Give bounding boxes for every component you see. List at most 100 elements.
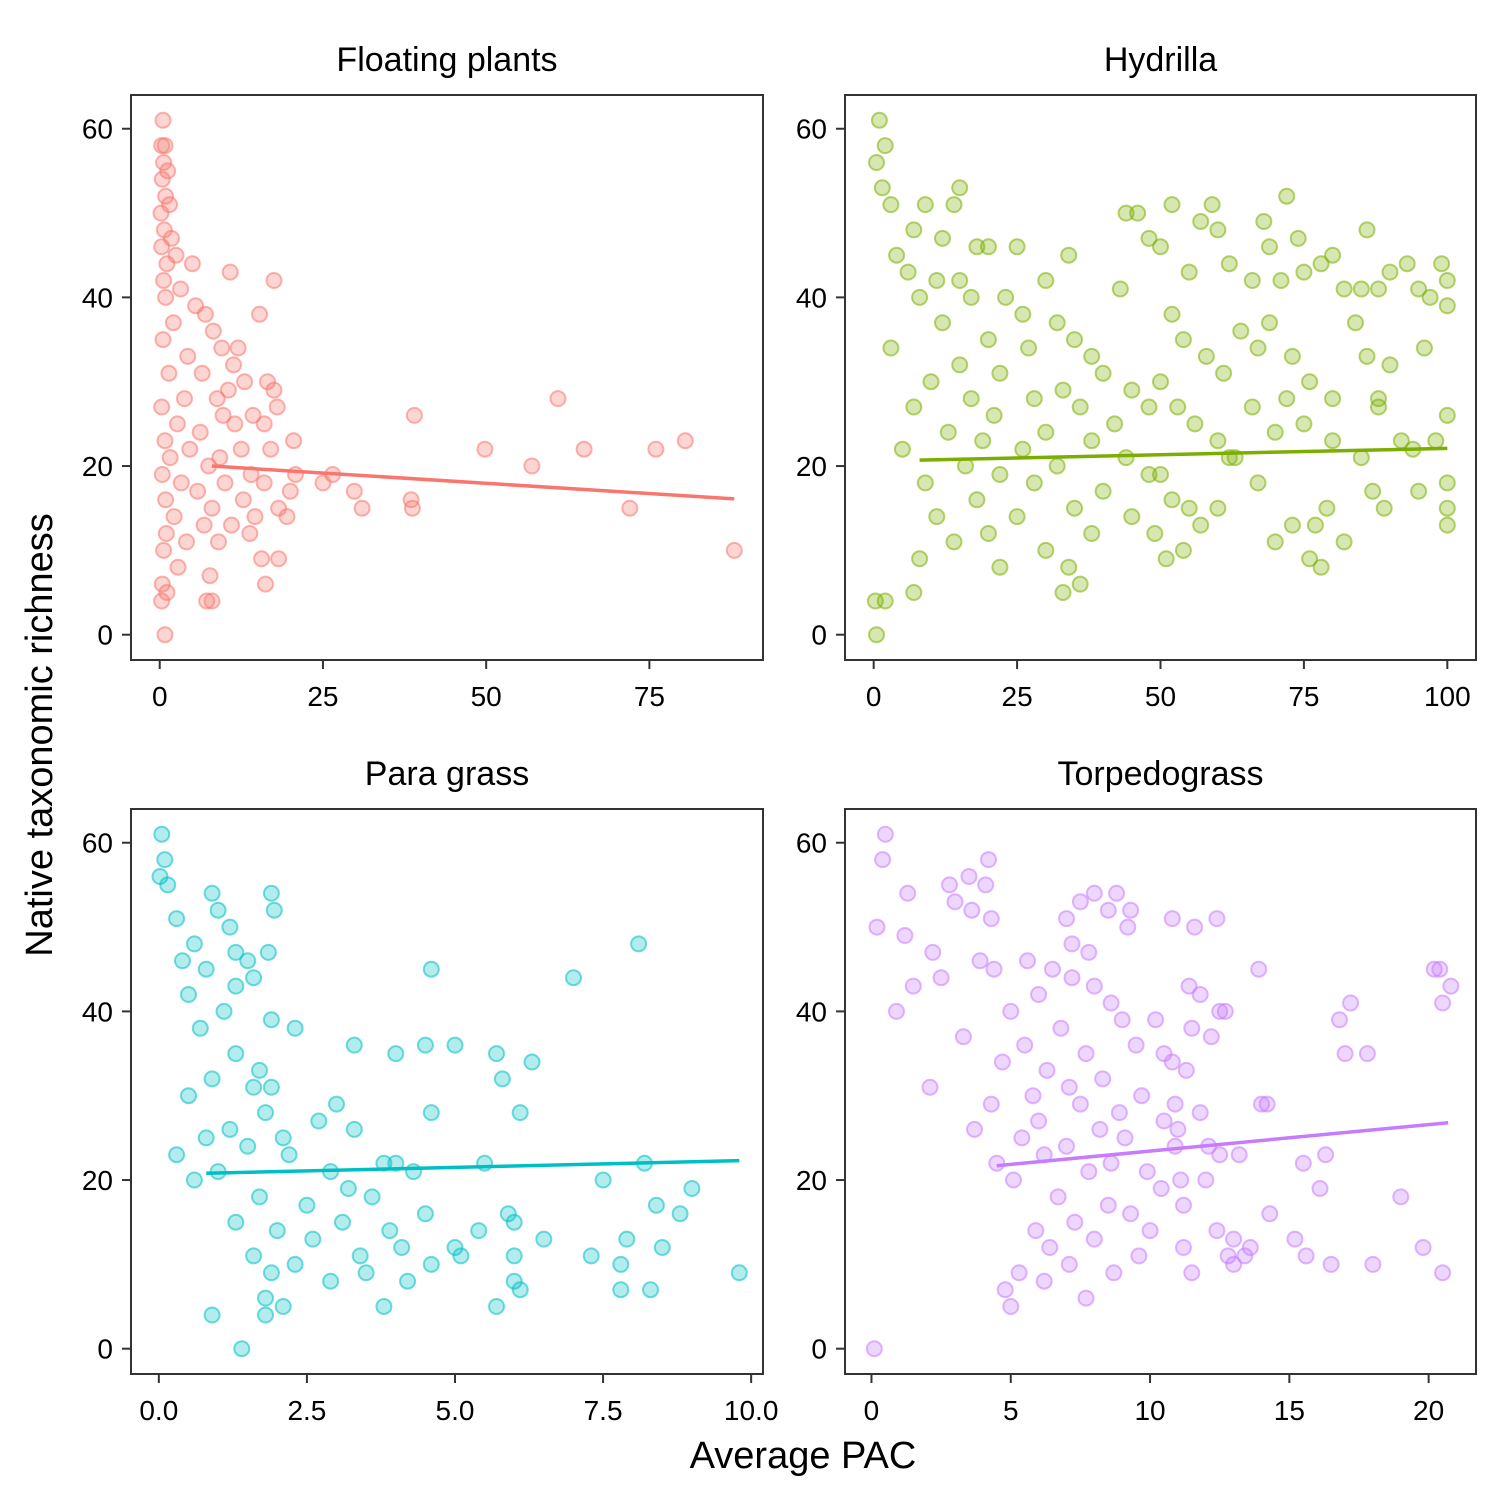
data-point <box>203 1070 221 1088</box>
y-tick-label: 20 <box>796 1165 827 1196</box>
data-point <box>1049 1188 1067 1206</box>
data-point <box>1381 263 1399 281</box>
data-point <box>1180 977 1198 995</box>
data-point <box>882 196 900 214</box>
data-point <box>203 499 221 517</box>
data-point <box>1060 1255 1078 1273</box>
data-point <box>1272 272 1290 289</box>
data-point <box>1037 423 1055 441</box>
y-tick-label: 20 <box>82 1165 113 1196</box>
data-point <box>245 969 263 987</box>
data-point <box>1370 398 1387 416</box>
data-point <box>1071 575 1089 593</box>
data-point <box>1438 272 1456 289</box>
data-point <box>265 381 283 399</box>
data-point <box>1375 499 1393 517</box>
data-point <box>1063 935 1081 953</box>
data-point <box>203 1306 221 1324</box>
data-point <box>1138 1163 1156 1181</box>
y-tick-label: 60 <box>796 828 827 859</box>
x-tick-label: 25 <box>307 681 338 712</box>
data-point <box>476 440 494 458</box>
data-point <box>168 415 186 433</box>
data-point <box>905 398 923 416</box>
data-point <box>215 1002 233 1020</box>
y-tick-label: 40 <box>796 996 827 1027</box>
data-point <box>1122 901 1140 919</box>
data-point <box>1140 466 1158 483</box>
data-point <box>208 390 226 408</box>
data-point <box>225 356 242 374</box>
data-point <box>968 238 986 256</box>
data-point <box>1102 994 1120 1012</box>
data-point <box>523 1053 541 1071</box>
x-tick-label: 5.0 <box>436 1395 475 1426</box>
data-point <box>1192 516 1210 534</box>
data-point <box>1250 960 1268 978</box>
data-point <box>345 482 363 500</box>
data-point <box>1174 331 1192 349</box>
data-point <box>363 1188 381 1206</box>
data-point <box>671 1205 689 1223</box>
data-point <box>974 432 992 450</box>
data-point <box>339 1180 357 1197</box>
data-point <box>262 1264 280 1282</box>
data-point <box>1183 1019 1201 1037</box>
data-point <box>156 626 174 644</box>
data-point <box>1322 1255 1340 1273</box>
data-point <box>203 592 221 610</box>
data-point <box>157 288 175 306</box>
data-point <box>180 1087 197 1105</box>
y-tick-label: 60 <box>82 828 113 859</box>
data-point <box>928 272 946 289</box>
data-point <box>1358 221 1376 239</box>
data-points <box>865 825 1460 1358</box>
x-tick-label: 50 <box>471 681 502 712</box>
data-point <box>1119 918 1137 936</box>
data-point <box>1216 1002 1234 1020</box>
data-point <box>1094 364 1112 382</box>
data-point <box>1186 415 1204 433</box>
data-point <box>353 499 371 517</box>
data-point <box>1438 499 1456 517</box>
data-point <box>1342 994 1360 1012</box>
data-point <box>1230 1146 1248 1164</box>
data-point <box>155 154 173 171</box>
data-point <box>1077 1045 1095 1063</box>
data-point <box>416 1205 434 1223</box>
data-point <box>865 1340 883 1358</box>
data-point <box>210 533 227 551</box>
data-point <box>1324 390 1342 408</box>
data-point <box>345 1120 363 1138</box>
data-point <box>582 1247 600 1265</box>
data-point <box>1085 884 1103 902</box>
data-point <box>991 466 1009 483</box>
panel-hydrilla: Hydrilla 0 25 50 75 100 0 20 40 60 <box>796 41 1477 712</box>
data-point <box>159 876 177 894</box>
panel-title: Para grass <box>365 755 529 793</box>
data-point <box>991 558 1009 576</box>
data-point <box>280 1146 298 1164</box>
x-tick-label: 10 <box>1134 1395 1165 1426</box>
data-point <box>154 331 172 349</box>
data-point <box>156 432 174 450</box>
data-point <box>939 423 957 441</box>
data-point <box>979 238 997 256</box>
data-point <box>1155 1112 1173 1130</box>
x-tick-label: 75 <box>1288 681 1319 712</box>
data-point <box>1152 1180 1170 1197</box>
data-point <box>422 960 440 978</box>
data-point <box>1117 449 1135 467</box>
data-point <box>941 876 958 894</box>
data-point <box>1058 910 1075 928</box>
data-point <box>621 499 639 517</box>
data-point <box>1183 1264 1201 1282</box>
data-point <box>157 525 175 542</box>
data-point <box>888 246 906 264</box>
data-points <box>152 111 743 644</box>
data-point <box>1066 499 1083 517</box>
data-point <box>549 390 567 408</box>
data-point <box>268 1222 286 1240</box>
data-point <box>511 1281 529 1299</box>
